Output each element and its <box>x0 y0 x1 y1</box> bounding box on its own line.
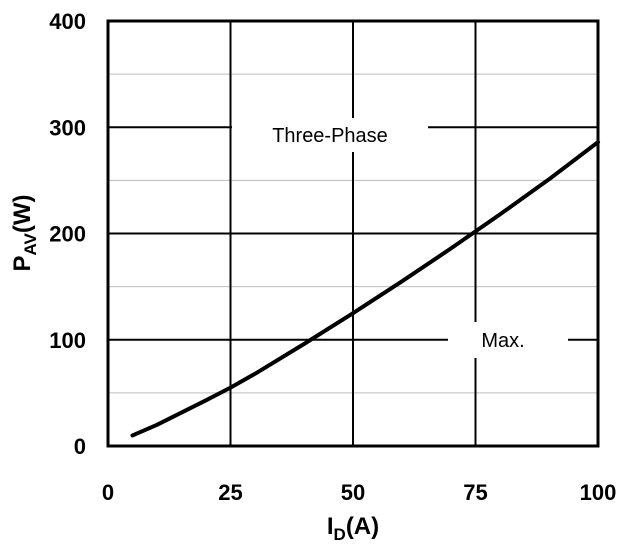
x-tick-label: 75 <box>463 480 487 505</box>
y-tick-label: 200 <box>49 222 86 247</box>
y-tick-label: 300 <box>49 115 86 140</box>
x-tick-label: 100 <box>580 480 617 505</box>
x-tick-labels: 0 25 50 75 100 <box>102 480 616 505</box>
y-tick-label: 400 <box>49 9 86 34</box>
x-axis-subscript: D <box>334 525 346 544</box>
y-axis-unit: (W) <box>9 194 36 233</box>
y-axis-title: PAV(W) <box>9 194 40 271</box>
max-series-label: Max. <box>481 330 524 352</box>
x-axis-unit: (A) <box>346 513 379 540</box>
max-power-curve <box>130 140 600 438</box>
y-axis-subscript: AV <box>21 232 40 255</box>
x-axis-title: ID(A) <box>327 513 379 544</box>
x-tick-label: 0 <box>102 480 114 505</box>
y-tick-label: 0 <box>74 434 86 459</box>
y-tick-labels: 0 100 200 300 400 <box>49 9 86 459</box>
y-tick-label: 100 <box>49 328 86 353</box>
three-phase-label-bg <box>232 118 428 152</box>
major-gridlines <box>108 21 598 446</box>
three-phase-label: Three-Phase <box>272 125 388 147</box>
plot-frame <box>106 19 600 448</box>
x-tick-label: 50 <box>341 480 365 505</box>
y-axis-symbol: P <box>9 255 36 271</box>
x-tick-label: 25 <box>218 480 242 505</box>
max-label-bg <box>448 322 568 358</box>
x-axis-symbol: I <box>327 513 334 540</box>
